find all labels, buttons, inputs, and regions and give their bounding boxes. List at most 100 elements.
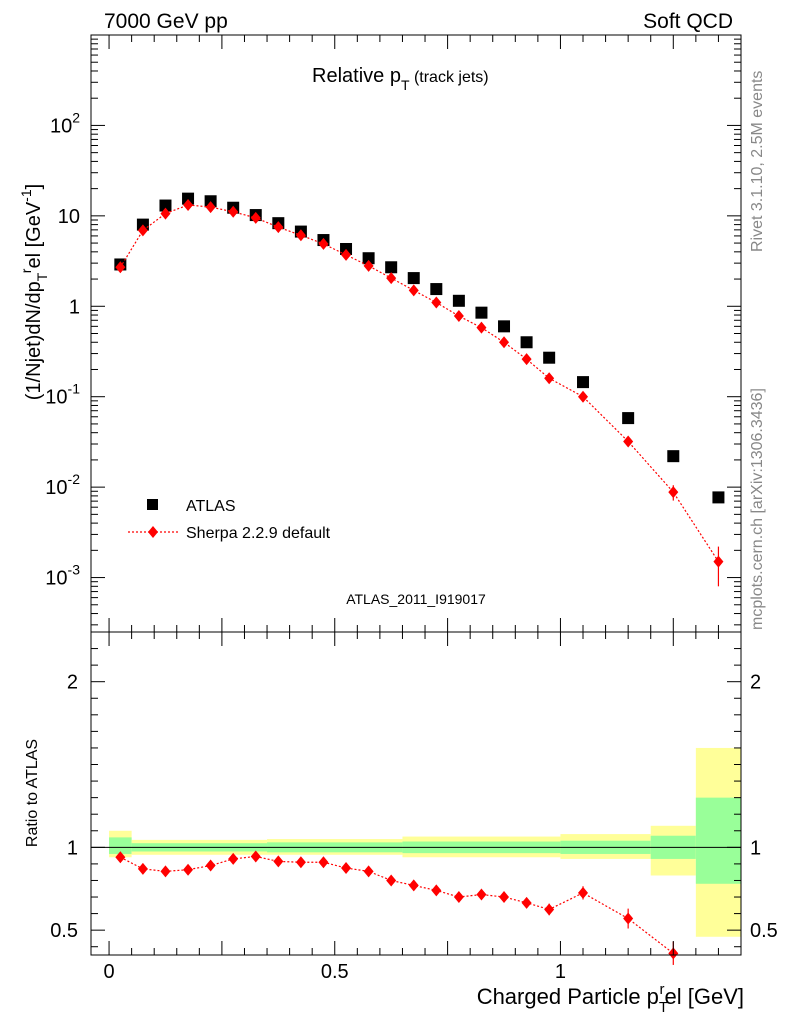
main-ylabel: (1/Njet)dN/dpTrel [GeV-1]: [18, 184, 50, 400]
ratio-sherpa-point: [499, 891, 510, 904]
ratio-sherpa-point: [476, 888, 487, 901]
ratio-frame: [90, 631, 742, 956]
ratio-sherpa-point: [363, 865, 374, 878]
ratio-sherpa-line: [120, 855, 674, 954]
ratio-sherpa-point: [250, 850, 261, 863]
ratio-panel: 0.5 0.5 1 1 2 2 0 0.5 1 Ratio to ATLAS Charged P…: [24, 631, 778, 1016]
ratio-marks: [91, 747, 741, 965]
ratio-sherpa-point: [341, 862, 352, 875]
sherpa-point: [544, 372, 555, 385]
atlas-point: [543, 351, 556, 364]
atlas-point: [407, 272, 420, 285]
ratio-y-tick-label-left: 0.5: [50, 920, 78, 942]
ratio-y-tick-label-left: 2: [67, 672, 78, 694]
sherpa-point: [623, 435, 634, 448]
ratio-sherpa-point: [386, 874, 397, 887]
main-panel: 10-3 10-2 10-1 1 10 102 Relative pT (track je…: [18, 34, 742, 633]
sherpa-point: [578, 390, 589, 403]
atlas-point: [385, 261, 398, 274]
sherpa-point: [341, 248, 352, 261]
main-y-tick-label: 102: [50, 109, 80, 137]
ratio-sherpa-point: [453, 891, 464, 904]
main-title: Relative pT (track jets): [312, 65, 489, 93]
sherpa-point: [183, 198, 194, 211]
analysis-watermark: ATLAS_2011_I919017: [346, 591, 486, 607]
ratio-sherpa-point: [408, 879, 419, 892]
sherpa-point: [521, 353, 532, 366]
header-left: 7000 GeV pp: [104, 10, 228, 33]
sherpa-point: [431, 296, 442, 309]
ratio-axis-ticks: 0.5 0.5 1 1 2 2 0 0.5 1: [50, 632, 778, 983]
atlas-point: [452, 294, 465, 307]
ratio-sherpa-point: [137, 862, 148, 875]
sherpa-point: [295, 229, 306, 242]
ratio-sherpa-point: [115, 851, 126, 864]
atlas-point: [430, 283, 443, 296]
ratio-band-inner: [695, 797, 741, 884]
legend-sherpa-marker: [148, 526, 158, 538]
sherpa-point: [363, 259, 374, 272]
ratio-sherpa-point: [273, 855, 284, 868]
atlas-point: [159, 199, 172, 212]
ratio-y-tick-label-left: 1: [67, 837, 78, 859]
ratio-sherpa-point: [183, 863, 194, 876]
legend-atlas-label: ATLAS: [186, 498, 236, 515]
ratio-sherpa-point: [228, 852, 239, 865]
atlas-point: [667, 450, 680, 463]
mcplots-label: mcplots.cern.ch [arXiv:1306.3436]: [749, 388, 766, 630]
sherpa-point: [668, 486, 679, 499]
ratio-x-tick-label: 0: [103, 961, 114, 983]
atlas-point: [498, 320, 511, 333]
main-y-tick-label: 10-1: [45, 381, 80, 409]
ratio-sherpa-point: [431, 884, 442, 897]
atlas-point: [577, 376, 590, 389]
atlas-point: [362, 252, 375, 265]
ratio-x-tick-label: 0.5: [321, 961, 349, 983]
sherpa-point: [250, 211, 261, 224]
sherpa-point: [386, 272, 397, 285]
sherpa-point: [453, 310, 464, 323]
legend-atlas-marker: [147, 499, 158, 510]
ratio-sherpa-point: [295, 856, 306, 869]
main-y-tick-label: 10-3: [45, 562, 80, 590]
main-y-tick-label: 1: [69, 296, 80, 318]
ratio-sherpa-point: [623, 912, 634, 925]
main-y-tick-label: 10: [58, 206, 80, 228]
sherpa-point: [137, 224, 148, 237]
sherpa-point: [228, 205, 239, 218]
atlas-point: [475, 306, 488, 319]
ratio-ylabel: Ratio to ATLAS: [24, 739, 41, 847]
ratio-y-tick-label-right: 1: [750, 837, 761, 859]
sherpa-point: [408, 284, 419, 297]
sherpa-point: [205, 201, 216, 214]
ratio-x-tick-label: 1: [555, 961, 566, 983]
sherpa-point: [273, 221, 284, 234]
ratio-sherpa-point: [160, 865, 171, 878]
ratio-band-inner: [109, 837, 132, 854]
atlas-point: [712, 491, 725, 504]
ratio-sherpa-point: [318, 856, 329, 869]
sherpa-point: [318, 237, 329, 250]
main-axis-ticks: 10-3 10-2 10-1 1 10 102: [45, 34, 741, 632]
sherpa-point: [476, 321, 487, 334]
ratio-xlabel: Charged Particle pTrel [GeV]: [477, 981, 744, 1016]
sherpa-point: [115, 261, 126, 274]
ratio-sherpa-point: [521, 896, 532, 909]
sherpa-line: [119, 204, 719, 562]
main-y-tick-label: 10-2: [45, 471, 80, 499]
sherpa-point: [499, 336, 510, 349]
atlas-point: [520, 336, 533, 349]
ratio-sherpa-point: [205, 859, 216, 872]
legend: ATLAS Sherpa 2.2.9 default: [128, 498, 331, 542]
ratio-sherpa-point: [578, 886, 589, 899]
main-marks: [114, 192, 725, 587]
ratio-y-tick-label-right: 0.5: [750, 920, 778, 942]
rivet-label: Rivet 3.1.10, 2.5M events: [749, 71, 766, 252]
header-right: Soft QCD: [643, 10, 733, 33]
atlas-point: [182, 192, 195, 205]
ratio-sherpa-point: [544, 903, 555, 916]
atlas-point: [622, 412, 635, 425]
ratio-y-tick-label-right: 2: [750, 672, 761, 694]
sherpa-point: [160, 207, 171, 220]
